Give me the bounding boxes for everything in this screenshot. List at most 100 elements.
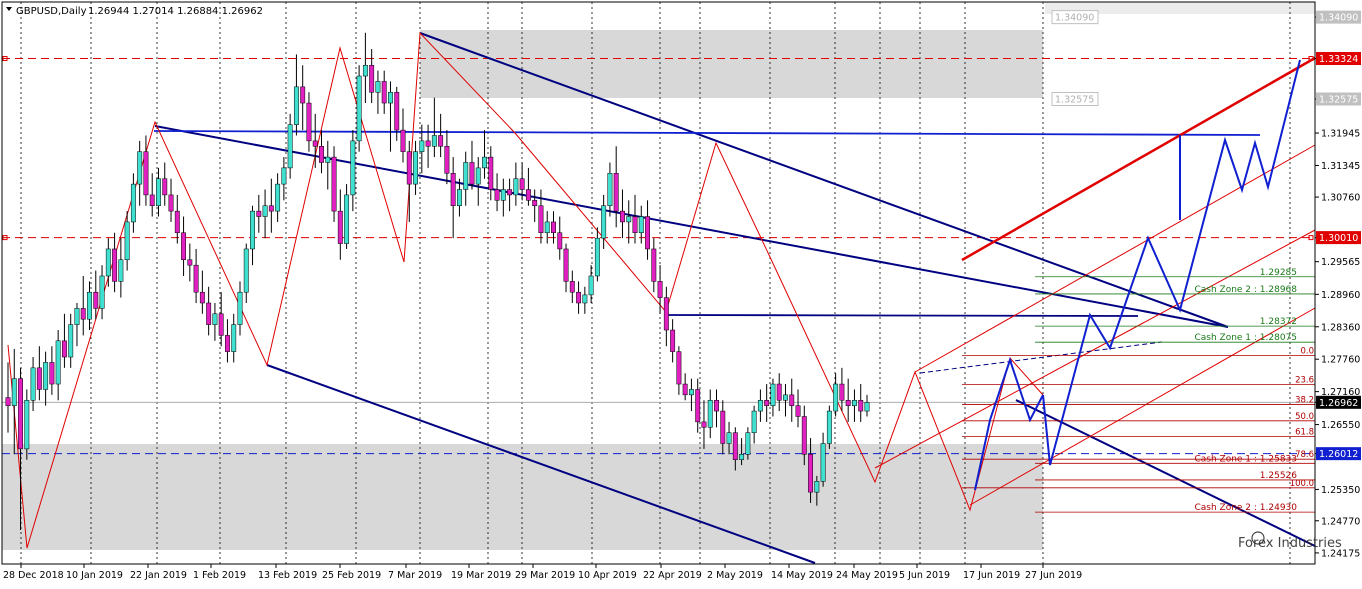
candle-body (645, 216, 650, 250)
candle-body (293, 86, 299, 125)
candle-body (143, 151, 149, 196)
red-channel-mid (874, 229, 1316, 469)
candle-body (676, 351, 682, 385)
y-tick-label: 1.27160 (1321, 387, 1360, 398)
y-tick-label: 1.24770 (1321, 516, 1360, 527)
x-tick-label: 10 Apr 2019 (578, 570, 637, 581)
candle-body (626, 216, 632, 223)
candle-body (764, 400, 770, 406)
candle-body (300, 86, 306, 104)
candle-body (36, 367, 42, 390)
fib-label: 100.0 (1290, 479, 1314, 489)
dropdown-arrow-icon[interactable] (6, 7, 12, 11)
price-tag-label: 1.32575 (1319, 94, 1358, 105)
shaded-zones (2, 2, 1315, 550)
candle-body (199, 291, 205, 304)
candle-body (162, 178, 168, 196)
candle-body (488, 156, 494, 190)
candle-body (632, 216, 638, 233)
candle-body (670, 329, 676, 352)
candle-body (149, 194, 155, 206)
candle-body (795, 405, 801, 417)
y-tick-label: 1.24175 (1321, 548, 1360, 559)
candle-body (93, 291, 99, 309)
candle-body (544, 221, 550, 233)
candle-body (732, 432, 738, 460)
candle-body (826, 410, 832, 444)
candle-body (124, 221, 130, 261)
candle-body (394, 91, 400, 131)
watermark-logo-icon (1251, 531, 1265, 545)
marker-left-130010-r (1308, 235, 1314, 241)
top-gray-tag (1051, 10, 1099, 25)
candle-body (519, 178, 525, 190)
x-tick-label: 7 Mar 2019 (388, 570, 442, 581)
horizontal-lines (2, 56, 1315, 455)
mid-gray-tag (1051, 91, 1099, 106)
fibonacci-levels: 0.0 23.6 38.2 50.0 61.8 78.6 100.0 1.29285 Cash … (962, 268, 1315, 513)
candle-body (350, 140, 356, 196)
candle-body (569, 281, 575, 293)
candle-body (720, 410, 726, 444)
x-tick-label: 22 Apr 2019 (643, 570, 702, 581)
channel-mid-line (419, 32, 1229, 328)
red-channel-upper (914, 144, 1316, 373)
candle-body (137, 151, 143, 185)
x-tick-label: 22 Jan 2019 (130, 570, 187, 581)
y-tick-label: 1.29565 (1321, 257, 1360, 268)
candle-body (80, 308, 86, 320)
candle-body (268, 205, 274, 212)
price-tag-label: 1.26962 (1319, 398, 1358, 409)
projection-path (974, 59, 1301, 491)
candle-body (739, 454, 745, 460)
candle-body (469, 162, 475, 185)
candle-body (482, 156, 487, 169)
candle-body (688, 389, 694, 396)
candle-body (801, 416, 807, 455)
x-tick-label: 13 Feb 2019 (258, 570, 317, 581)
shade-zone-upper (420, 30, 1043, 98)
candle-body (331, 156, 337, 212)
watermark-text: Forex Industries (1238, 536, 1342, 551)
candle-body (620, 210, 625, 223)
candle-body (212, 313, 218, 325)
price-tag (1316, 10, 1361, 24)
price-tag (1316, 231, 1361, 245)
candle-body (55, 340, 61, 385)
candle-body (745, 432, 751, 455)
candle-body (218, 313, 224, 336)
price-tag (1316, 447, 1361, 461)
x-tick-label: 1 Feb 2019 (193, 570, 246, 581)
x-tick-label: 5 Jun 2019 (899, 570, 950, 581)
x-tick-label: 14 May 2019 (771, 570, 833, 581)
red-zone-label: Cash Zone 1 : 1.25833 (1194, 454, 1297, 464)
candle-body (168, 194, 174, 212)
candle-body (500, 189, 506, 201)
candle-body (237, 291, 243, 325)
y-tick-label: 1.28360 (1321, 322, 1360, 333)
x-tick-label: 2 May 2019 (707, 570, 763, 581)
candle-body (582, 294, 588, 304)
candle-body (225, 335, 230, 352)
candle-body (256, 210, 262, 217)
candle-body (557, 232, 563, 250)
candle-body (325, 156, 331, 163)
shade-zone-top (1045, 2, 1315, 14)
fib-label: 50.0 (1295, 412, 1314, 422)
candle-body (864, 402, 870, 412)
candle-body (450, 173, 456, 206)
red-zone-label: 1.25526 (1260, 471, 1297, 481)
candle-body (18, 378, 23, 450)
mid-gray-tag-label: 1.32575 (1055, 94, 1094, 105)
projection-line (1042, 59, 1301, 466)
candle-body (99, 275, 105, 309)
candle-body (419, 140, 425, 152)
candle-body (30, 367, 36, 401)
dashed-upper-line (919, 341, 1163, 374)
candle-body (156, 178, 161, 206)
price-tag (1316, 52, 1361, 66)
price-tag-label: 1.26012 (1319, 449, 1358, 460)
candle-body (507, 189, 513, 196)
